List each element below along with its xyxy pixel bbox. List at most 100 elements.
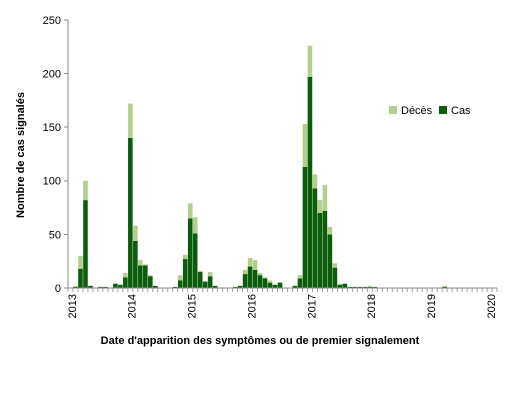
y-tick-label: 150 [43,122,61,134]
bar-cas [148,276,153,288]
bar-deces [337,283,343,285]
bar-cas [292,285,298,288]
bar-cas [297,278,303,288]
bar-cas [133,240,138,288]
bar-deces [332,263,338,268]
bar-deces [177,275,183,281]
legend-swatch-cas [439,106,447,114]
bar-cas [357,286,363,288]
legend-label-cas: Cas [451,105,471,117]
bar-cas [242,274,248,288]
bar-deces [247,257,253,267]
bar-cas [317,212,323,288]
bar-cas [187,218,193,288]
bar-deces [367,285,373,287]
bar-cas [372,286,378,288]
x-axis-title: Date d'apparition des symptômes ou de pr… [101,335,420,347]
bar-cas [113,283,118,288]
bar-cas [272,284,278,288]
legend-swatch-deces [389,106,397,114]
x-tick-label: 2016 [246,294,258,318]
bar-deces [312,174,318,189]
x-tick-label: 2018 [366,294,378,318]
bar-cas [177,280,183,288]
bar-cas [192,233,198,288]
bar-deces [252,260,258,270]
bar-cas [118,284,123,288]
legend-label-deces: Décès [401,105,433,117]
bar-deces [317,200,323,213]
bar-deces [442,285,447,287]
bar-cas [332,267,338,288]
bar-cas [153,285,158,288]
bar-deces [123,272,128,278]
bar-cas [362,286,368,288]
bar-cas [197,271,203,288]
bar-deces [128,103,133,138]
bar-deces [257,272,263,276]
bar-deces [207,271,213,277]
y-tick-label: 250 [43,15,61,27]
bar-deces [262,277,268,279]
bar-cas [337,284,343,288]
x-tick-label: 2013 [67,294,79,318]
y-tick-label: 100 [43,176,61,188]
x-tick-label: 2015 [187,294,199,318]
bar-cas [83,200,88,288]
bar-cas [128,137,133,288]
bar-cas [267,282,273,288]
bar-deces [182,254,188,260]
bar-deces [322,185,328,211]
x-tick-label: 2017 [306,294,318,318]
x-tick-label: 2019 [426,294,438,318]
bar-deces [138,260,143,266]
bar-cas [98,286,103,288]
bar-cas [123,277,128,288]
bar-deces [327,226,333,235]
bar-deces [192,217,198,234]
y-tick-label: 200 [43,68,61,80]
bar-cas [237,285,243,288]
bars-group [73,45,447,288]
y-axis-ticks: 0 50 100 150 200 250 [43,15,68,295]
bar-cas [442,286,447,288]
bar-deces [143,264,148,266]
bar-deces [78,255,83,269]
bar-deces [187,203,193,219]
bar-cas [302,166,308,288]
bar-cas [352,286,358,288]
y-tick-label: 50 [49,229,61,241]
bar-cas [232,286,238,288]
bar-deces [242,269,248,275]
bar-cas [322,210,328,288]
bar-cas [138,265,143,288]
bar-cas [172,286,178,288]
bar-cas [257,275,263,288]
bar-cas [78,268,83,288]
bar-cas [367,286,373,288]
bar-cas [88,285,93,288]
x-tick-label: 2014 [127,294,139,318]
bar-cas [73,286,78,288]
bar-deces [302,123,308,167]
bar-deces [307,45,313,77]
bar-cas [143,265,148,288]
bar-cas [182,259,188,288]
bar-cas [262,278,268,288]
bar-cas [342,283,348,288]
bar-cas [277,282,283,288]
y-tick-label: 0 [55,283,61,295]
bar-cas [252,269,258,288]
bar-cas [103,286,108,288]
x-tick-label: 2020 [486,294,498,318]
x-axis-ticks: 2013 2014 2015 2016 2017 2018 2019 2020 [67,288,498,318]
legend: Décès Cas [389,105,471,117]
y-axis-title: Nombre de cas signalés [15,92,27,218]
bar-cas [247,266,253,288]
bar-deces [297,275,303,279]
bar-cas [347,286,353,288]
bar-cas [327,234,333,288]
bar-cas [202,281,208,288]
bar-deces [197,270,203,272]
